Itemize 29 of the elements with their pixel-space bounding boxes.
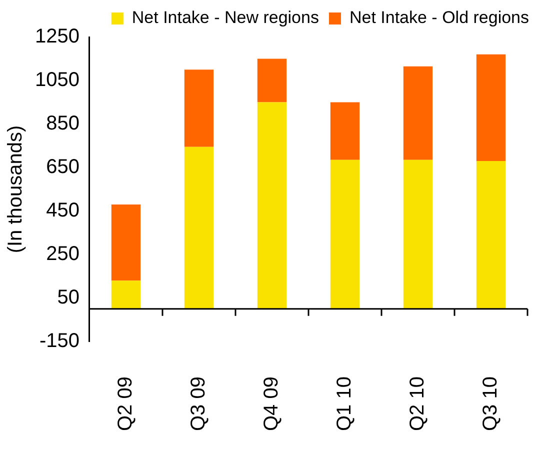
bar	[257, 102, 287, 309]
x-tick-label: Q1 10	[334, 376, 356, 431]
bar	[330, 160, 360, 309]
legend-label: Net Intake - New regions	[132, 8, 319, 28]
bar	[184, 70, 214, 147]
bar	[330, 102, 360, 160]
bar	[111, 280, 141, 309]
bar	[403, 66, 433, 160]
x-tick-label: Q3 09	[188, 376, 210, 431]
bar	[257, 58, 287, 102]
y-tick-label: 50	[57, 286, 80, 309]
y-tick-label: 1250	[34, 26, 80, 48]
y-tick-label: 250	[46, 243, 80, 266]
bar	[476, 54, 506, 161]
x-tick-label: Q4 09	[260, 376, 283, 431]
x-tick-label: Q2 09	[114, 376, 137, 431]
x-tick-label: Q2 10	[406, 376, 429, 431]
bar	[111, 204, 141, 281]
y-tick-label: -150	[39, 330, 80, 352]
x-tick-label: Q3 10	[480, 376, 502, 431]
y-tick-label: 450	[46, 200, 80, 222]
y-tick-label: 1050	[34, 69, 80, 92]
y-axis-title: (In thousands)	[4, 125, 27, 254]
bar	[184, 146, 214, 309]
y-tick-label: 850	[46, 112, 80, 135]
legend-label: Net Intake - Old regions	[349, 8, 529, 28]
bar	[476, 160, 506, 309]
bar	[403, 160, 433, 309]
y-tick-label: 650	[46, 156, 80, 178]
